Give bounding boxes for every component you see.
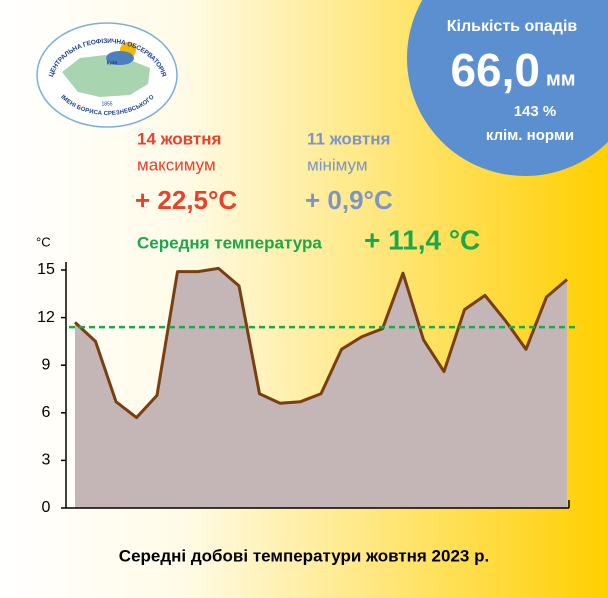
logo-year: 1855: [101, 101, 112, 107]
precip-percent: 143 %: [514, 103, 557, 120]
logo: ЦЕНТРАЛЬНА ГЕОФІЗИЧНА ОБСЕРВАТОРІЯ ІМЕНІ…: [36, 22, 178, 128]
min-value: + 0,9°C: [305, 185, 393, 215]
min-label: мінімум: [307, 155, 368, 174]
precip-unit: мм: [546, 68, 576, 90]
avg-label: Середня температура: [137, 233, 322, 252]
logo-cloud: [106, 51, 134, 65]
min-date: 11 жовтня: [307, 129, 390, 148]
chart-title: Середні добові температури жовтня 2023 р…: [119, 546, 489, 565]
y-tick-label: 9: [42, 356, 51, 373]
precip-norm: клім. норми: [486, 127, 574, 144]
max-value: + 22,5°C: [135, 185, 237, 215]
y-tick-label: 15: [37, 261, 55, 278]
precip-label: Кількість опадів: [447, 18, 578, 35]
avg-value: + 11,4 °C: [364, 224, 480, 255]
y-tick-label: 3: [42, 452, 51, 469]
logo-map: [62, 55, 150, 97]
y-tick-label: 12: [37, 309, 55, 326]
precip-circle: [407, 0, 608, 176]
y-tick-label: 0: [42, 499, 51, 516]
logo-city: Київ: [107, 60, 118, 66]
max-label: максимум: [137, 155, 216, 174]
y-axis-label: °C: [36, 234, 51, 249]
precip-amount: 66,0: [450, 44, 540, 96]
area: [75, 268, 567, 508]
y-tick-label: 6: [42, 404, 51, 421]
line: [73, 266, 568, 420]
precipitation: Кількість опадів 66,0 мм 143 % клім. нор…: [407, 0, 608, 176]
max-date: 14 жовтня: [137, 129, 221, 148]
